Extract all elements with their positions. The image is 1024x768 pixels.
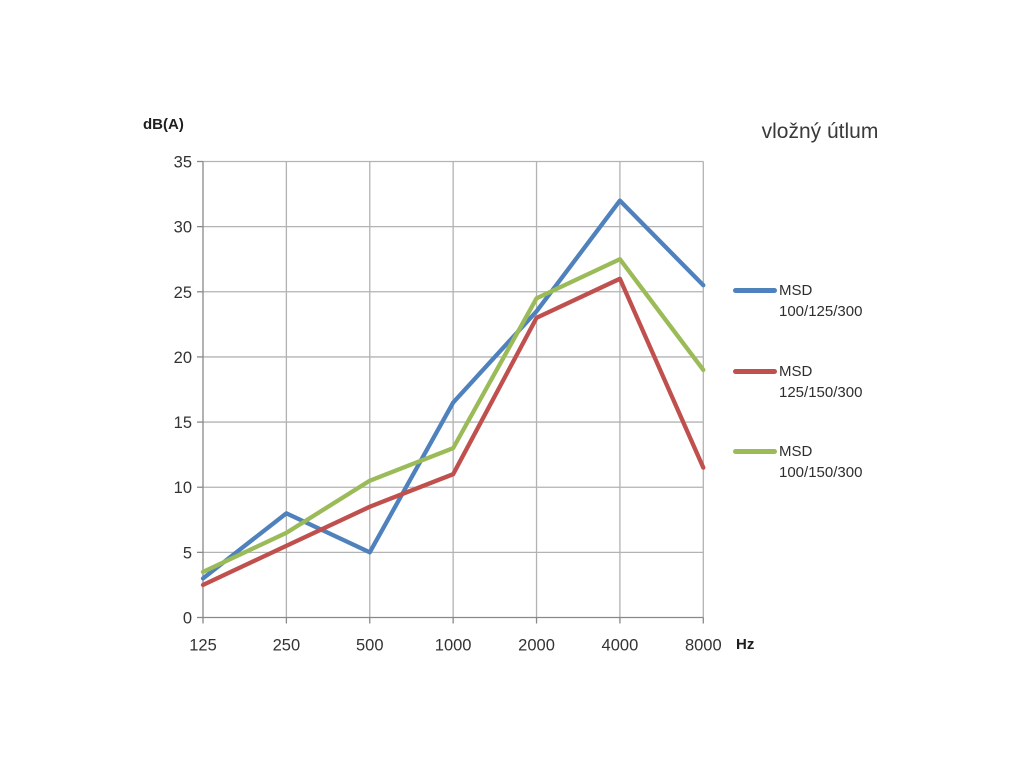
y-tick-label: 15 [174, 414, 192, 432]
y-tick-label: 30 [174, 219, 192, 237]
series-line [200, 257, 706, 575]
legend-label: MSD 125/150/300 [779, 362, 863, 401]
x-tick-label: 125 [189, 637, 217, 655]
legend-item: MSD 100/150/300 [733, 441, 891, 483]
y-tick-label: 25 [174, 284, 192, 302]
legend-swatch [733, 449, 777, 454]
y-tick-label: 20 [174, 349, 192, 367]
series-line [200, 198, 706, 581]
y-tick-label: 10 [174, 479, 192, 497]
chart-title: vložný útlum [761, 120, 879, 143]
y-axis-title: dB(A) [143, 116, 184, 133]
legend-swatch [733, 288, 777, 293]
legend-label: MSD 100/150/300 [779, 443, 863, 481]
legend-label: MSD 100/125/300 [779, 282, 863, 320]
x-tick-label: 8000 [685, 637, 722, 655]
y-tick-label: 0 [183, 610, 192, 628]
y-tick-label: 35 [174, 154, 192, 172]
x-axis-unit-label: Hz [736, 636, 755, 653]
legend-item: MSD 100/125/300 [733, 280, 891, 322]
series-line [200, 276, 706, 588]
x-tick-label: 2000 [518, 637, 555, 655]
y-tick-label: 5 [183, 544, 192, 562]
legend-swatch [733, 368, 777, 374]
x-tick-label: 250 [273, 637, 301, 655]
x-tick-label: 1000 [435, 637, 472, 655]
x-tick-label: 4000 [602, 637, 639, 655]
legend-item: MSD 125/150/300 [733, 361, 891, 403]
x-tick-label: 500 [356, 637, 384, 655]
